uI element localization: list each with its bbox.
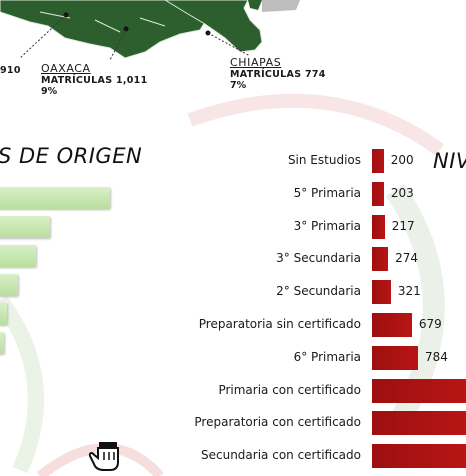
category-label: 3° Primaria — [293, 218, 361, 233]
right-panel-title: NIV — [433, 149, 466, 173]
category-label: Sin Estudios — [287, 153, 361, 167]
bar — [372, 345, 418, 370]
category-label: 2° Secundaria — [276, 284, 361, 299]
left-bar — [0, 245, 36, 267]
bar-value-label: 679 — [418, 317, 442, 331]
left-bar — [0, 187, 110, 209]
bar-value-label: 217 — [391, 218, 415, 233]
bar — [372, 214, 385, 239]
oaxaca-pct: 9% — [41, 86, 58, 97]
category-label: Preparatoria sin certificado — [198, 317, 361, 331]
bar-value-label: 274 — [395, 251, 418, 266]
bar — [372, 149, 384, 173]
bar-value-label: 200 — [390, 153, 414, 167]
chiapas-matriculas: MATRÍCULAS 774 — [230, 69, 326, 80]
bar — [372, 411, 466, 436]
category-label: Preparatoria con certificado — [194, 415, 361, 430]
bar — [372, 280, 391, 305]
bar-value-label: 203 — [390, 185, 414, 200]
category-label: 3° Secundaria — [276, 251, 361, 266]
left-panel-title: S DE ORIGEN — [0, 144, 143, 168]
pointing-hand-icon — [88, 442, 119, 471]
oaxaca-matriculas: MATRÍCULAS 1,011 — [41, 75, 148, 86]
bar-value-label: 321 — [397, 284, 421, 299]
bar — [372, 444, 466, 469]
category-label: Primaria con certificado — [218, 382, 361, 397]
map-region-chiapas — [164, 0, 263, 53]
category-label: 5° Primaria — [293, 185, 361, 200]
mexico-map — [0, 0, 300, 61]
chiapas-pct: 7% — [230, 80, 247, 91]
map-partial-value: 910 — [0, 65, 21, 76]
bar — [372, 181, 384, 206]
left-bar — [0, 216, 50, 238]
bar — [372, 247, 389, 272]
left-bar — [0, 303, 7, 325]
category-label: 6° Primaria — [293, 349, 361, 364]
left-bar — [0, 274, 18, 296]
map-label-oaxaca: OAXACA MATRÍCULAS 1,011 9% — [41, 62, 148, 97]
oaxaca-name: OAXACA — [41, 62, 91, 75]
chiapas-name: CHIAPAS — [230, 56, 282, 69]
category-label: Secundaria con certificado — [201, 448, 361, 463]
bar — [372, 313, 412, 337]
map-label-chiapas: CHIAPAS MATRÍCULAS 774 7% — [230, 56, 326, 91]
left-bar — [0, 332, 4, 354]
bar-value-label: 784 — [425, 349, 448, 364]
bar — [372, 378, 466, 403]
